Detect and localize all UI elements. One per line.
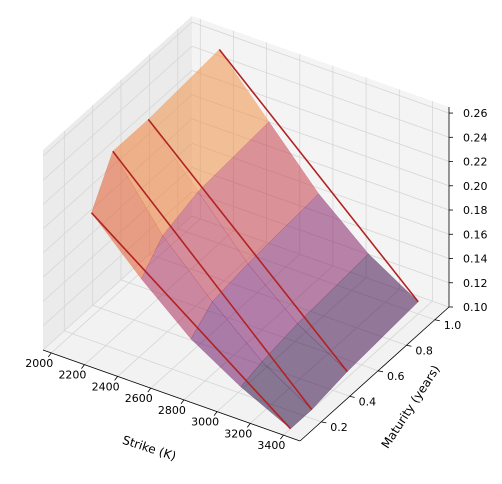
y-tick-mark: [377, 370, 384, 373]
y-tick-mark: [434, 319, 440, 322]
y-axis-line: [299, 306, 450, 442]
z-tick-label: 0.24: [463, 131, 488, 144]
x-tick-mark: [280, 434, 284, 440]
x-tick-mark: [213, 411, 218, 416]
ticks: 2000 2200 2400 2600 2800 3000 3200 3400 0.2 0.4 0.…: [25, 107, 487, 452]
x-tick-label: 3400: [257, 439, 285, 452]
grid-line-z: [42, 70, 450, 205]
axis-edges: [42, 107, 450, 442]
z-tick-label: 0.26: [463, 107, 488, 120]
x-tick-label: 2200: [58, 369, 86, 382]
z-tick-label: 0.18: [463, 204, 488, 217]
x-tick-mark: [147, 387, 152, 393]
y-tick-label: 0.8: [415, 344, 433, 357]
y-tick-mark: [321, 421, 327, 424]
z-tick-label: 0.14: [463, 253, 488, 266]
slice-line: [218, 49, 419, 303]
x-tick-mark: [246, 423, 251, 428]
x-tick-mark: [114, 376, 118, 381]
y-tick-mark: [349, 395, 355, 398]
z-tick-label: 0.16: [463, 228, 488, 241]
slice-line: [147, 118, 348, 373]
x-axis-label: Strike (K): [121, 433, 178, 463]
x-tick-label: 2000: [25, 357, 53, 370]
x-tick-label: 3200: [224, 427, 252, 440]
y-tick-label: 0.2: [330, 421, 348, 434]
y-tick-mark: [406, 344, 412, 347]
grid-line-z: [42, 21, 450, 157]
surface: [91, 49, 419, 430]
x-axis-line: [42, 349, 301, 442]
y-tick-label: 1.0: [444, 319, 462, 332]
x-tick-mark: [180, 399, 185, 405]
slice-lines: [90, 49, 419, 430]
x-tick-mark: [47, 352, 52, 358]
x-tick-label: 3000: [191, 416, 219, 429]
x-tick-label: 2400: [92, 380, 120, 393]
slice-line: [90, 212, 292, 430]
z-tick-label: 0.10: [463, 301, 488, 314]
z-tick-label: 0.20: [463, 180, 488, 193]
y-tick-label: 0.4: [359, 395, 377, 408]
x-tick-mark: [81, 364, 85, 369]
x-tick-label: 2800: [158, 404, 186, 417]
z-tick-label: 0.22: [463, 156, 488, 169]
slice-line: [112, 150, 313, 411]
y-tick-label: 0.6: [387, 370, 405, 383]
grid-line-z: [42, 45, 450, 181]
x-tick-label: 2600: [125, 392, 153, 405]
z-tick-label: 0.12: [463, 277, 488, 290]
